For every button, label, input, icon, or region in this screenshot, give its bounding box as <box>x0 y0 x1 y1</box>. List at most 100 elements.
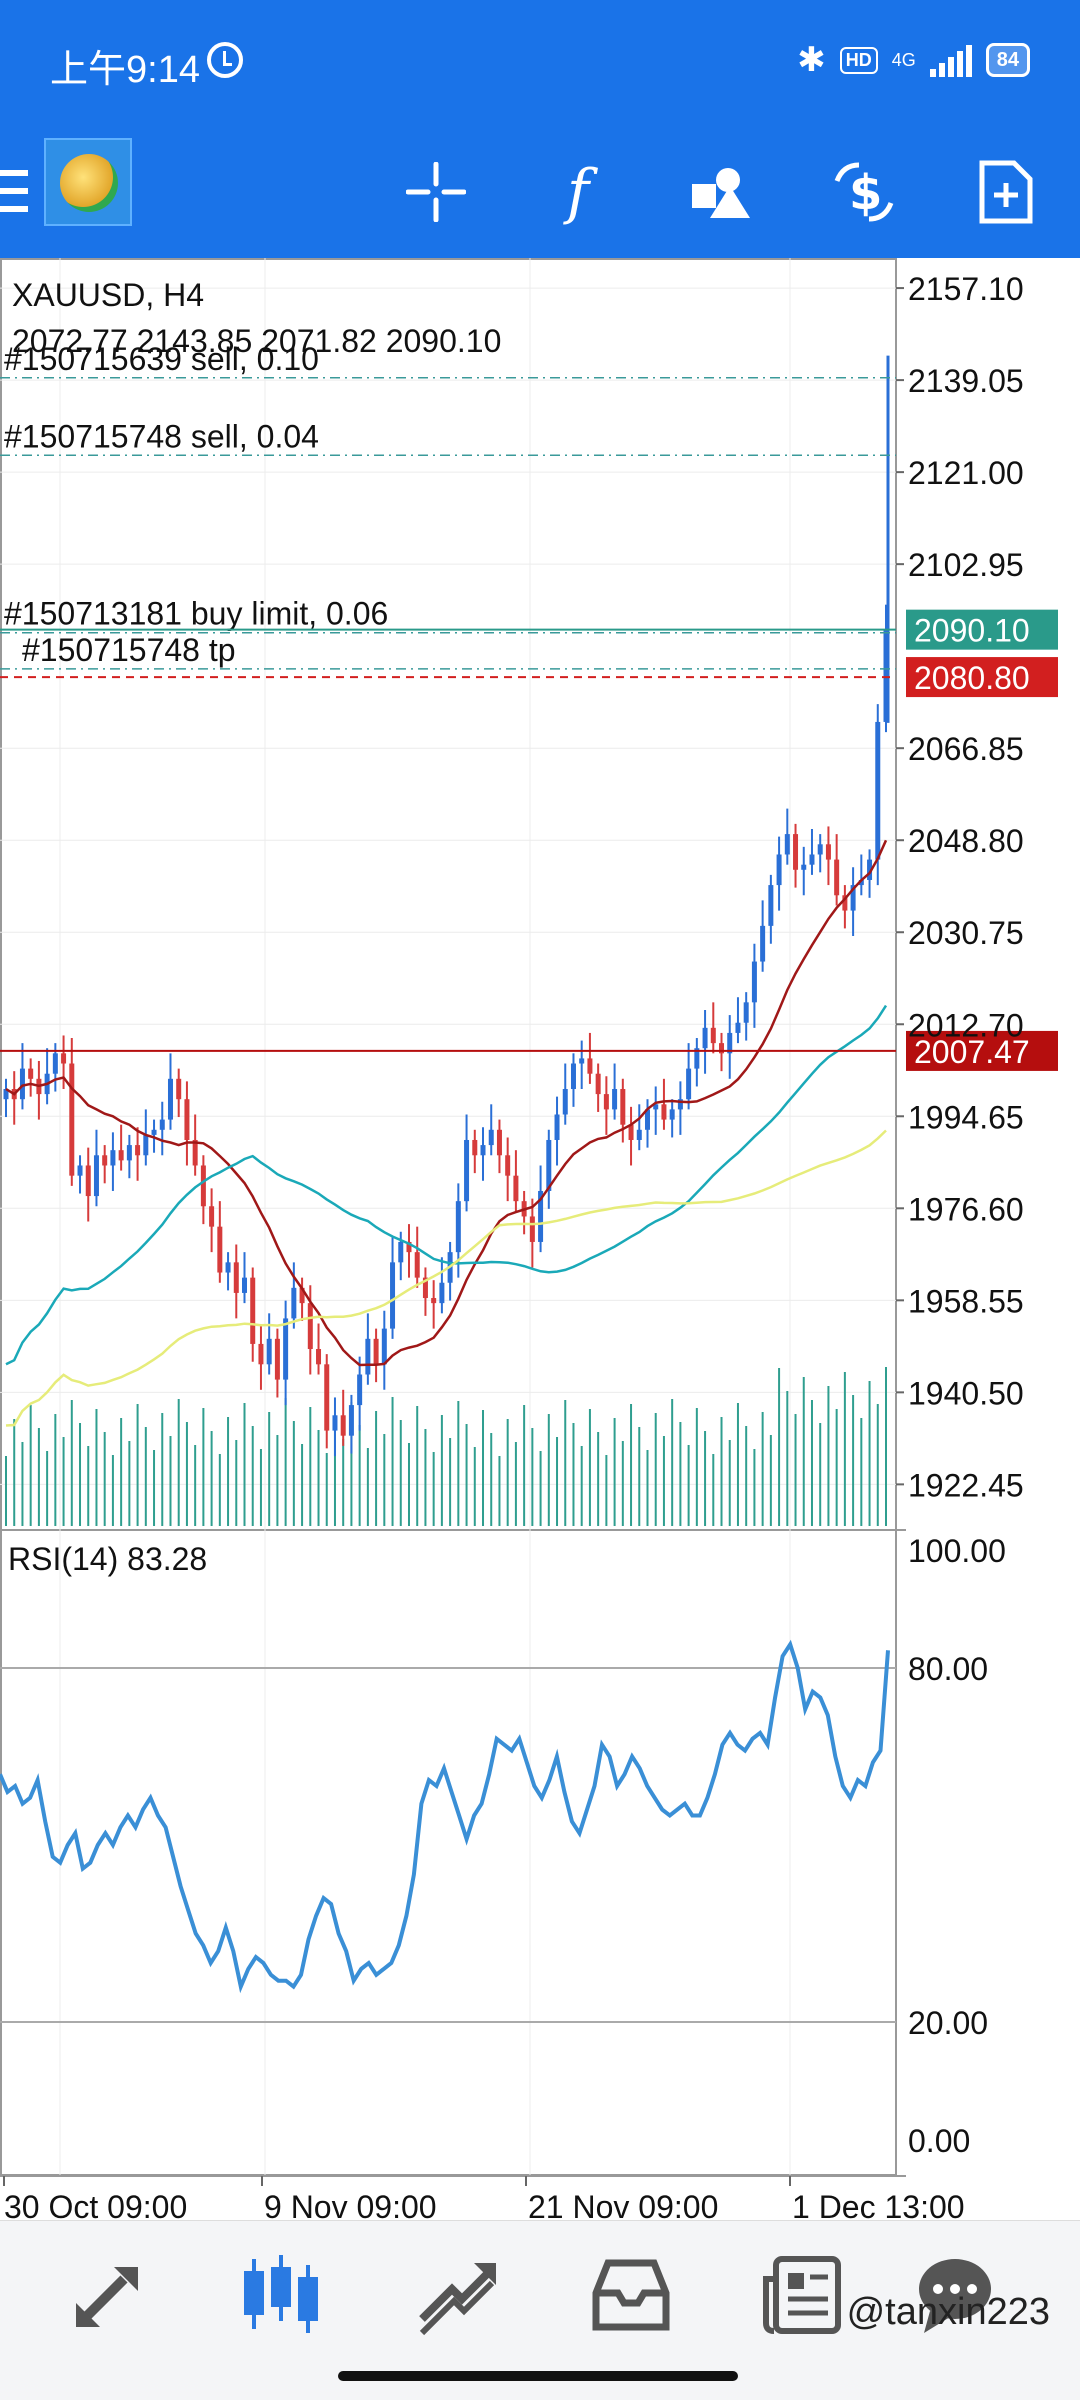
chart-grid <box>0 258 906 2176</box>
app-logo[interactable] <box>44 138 132 226</box>
new-order-icon[interactable] <box>966 152 1046 232</box>
candle-body <box>192 1139 198 1166</box>
bluetooth-icon: ✱ <box>797 41 826 79</box>
objects-icon[interactable] <box>680 152 760 232</box>
price-axis-label: 1922.45 <box>908 1467 1024 1503</box>
rsi-line <box>0 1639 890 1994</box>
order-label[interactable]: #150715748 tp <box>22 632 236 668</box>
candle-body <box>200 1165 206 1207</box>
ma-red-line <box>5 839 888 1367</box>
candle-body <box>77 1165 83 1176</box>
bottom-navigation: @tanxin223 <box>0 2220 1080 2400</box>
candle-body <box>694 1048 700 1069</box>
candle-body <box>464 1139 470 1202</box>
candle-body <box>603 1094 609 1110</box>
candle-body <box>225 1262 231 1273</box>
chart-toolbar: f $ <box>0 128 1080 258</box>
candle-body <box>348 1405 354 1436</box>
candle-body <box>406 1241 412 1253</box>
candle-body <box>357 1374 363 1406</box>
rsi-axis-label: 0.00 <box>908 2123 970 2159</box>
time-axis: 30 Oct 09:00 9 Nov 09:00 21 Nov 09:00 1 Dec… <box>0 2175 965 2220</box>
candle-body <box>760 925 766 962</box>
candle-body <box>883 630 889 722</box>
ohlc-label: 2072.77 2143.85 2071.82 2090.10 <box>12 323 501 359</box>
candle-body <box>850 885 856 911</box>
candle-body <box>143 1134 149 1156</box>
candle-body <box>126 1145 132 1161</box>
price-chart[interactable]: #150715639 sell, 0.10 #150715748 sell, 0.… <box>0 258 1080 2220</box>
candle-body <box>258 1343 264 1365</box>
rsi-label: RSI(14) 83.28 <box>8 1541 207 1577</box>
volume-bars <box>5 1367 887 1526</box>
price-axis-label: 2102.95 <box>908 547 1024 583</box>
candle-body <box>472 1139 478 1156</box>
candle-body <box>554 1114 560 1140</box>
candle-body <box>176 1078 182 1100</box>
candle-body <box>52 1053 58 1074</box>
candle-body <box>661 1104 667 1120</box>
symbol-label: XAUUSD, H4 <box>12 277 204 313</box>
candle-body <box>381 1328 387 1365</box>
candle-body <box>439 1282 445 1304</box>
svg-text:$: $ <box>849 165 882 221</box>
trade-nav-icon[interactable] <box>412 2249 502 2339</box>
rsi-axis-label: 20.00 <box>908 2005 988 2041</box>
messages-icon[interactable] <box>910 2249 1000 2339</box>
candle-body <box>283 1318 289 1380</box>
news-icon[interactable] <box>758 2249 848 2339</box>
candle-body <box>702 1027 708 1049</box>
crosshair-icon[interactable] <box>396 152 476 232</box>
moving-averages <box>5 839 888 1427</box>
candle-body <box>151 1129 157 1135</box>
indicators-icon[interactable]: f <box>538 152 618 232</box>
order-label[interactable]: #150713181 buy limit, 0.06 <box>4 596 388 632</box>
candle-body <box>628 1124 634 1140</box>
candle-body <box>842 895 848 911</box>
candle-body <box>513 1175 519 1202</box>
ma-teal-line <box>5 1004 888 1366</box>
menu-icon[interactable] <box>0 152 40 232</box>
candle-body <box>784 834 790 855</box>
candle-body <box>414 1252 420 1278</box>
order-label[interactable]: #150715639 sell, 0.10 <box>4 341 319 377</box>
candle-body <box>365 1338 371 1375</box>
chart-icon[interactable] <box>236 2249 326 2339</box>
price-levels: #150715639 sell, 0.10 #150715748 sell, 0.… <box>0 341 1058 1071</box>
ma-yellow-line <box>5 1129 887 1427</box>
status-time: 上午9:14 <box>50 49 200 91</box>
status-icons: ✱ HD 4G 84 <box>797 40 1030 80</box>
price-axis-label: 2030.75 <box>908 915 1024 951</box>
hd-badge: HD <box>839 46 878 74</box>
candle-body <box>291 1287 297 1319</box>
candle-body <box>102 1155 108 1166</box>
candle-body <box>612 1089 618 1110</box>
candle-body <box>135 1145 141 1156</box>
rsi-panel: 100.00 80.00 20.00 0.00 <box>0 1533 1006 2159</box>
candle-body <box>751 961 757 1003</box>
indicators-glyph: f <box>566 157 590 227</box>
watermark: @tanxin223 <box>846 2291 1050 2333</box>
candle-body <box>398 1241 404 1263</box>
time-axis-label: 1 Dec 13:00 <box>792 2189 965 2220</box>
candle-body <box>768 885 774 926</box>
price-axis-label: 2139.05 <box>908 363 1024 399</box>
order-label[interactable]: #150715748 sell, 0.04 <box>4 418 319 454</box>
candle-body <box>390 1262 396 1329</box>
chart-canvas[interactable]: #150715639 sell, 0.10 #150715748 sell, 0.… <box>0 258 1080 2220</box>
support-level-value: 2007.47 <box>914 1034 1030 1070</box>
candle-body <box>677 1099 683 1110</box>
candle-body <box>299 1287 305 1304</box>
trade-icon[interactable]: $ <box>824 152 904 232</box>
candle-body <box>307 1303 313 1350</box>
candle-body <box>431 1298 437 1304</box>
candle-body <box>644 1109 650 1130</box>
home-indicator[interactable] <box>338 2371 738 2381</box>
candle-body <box>209 1206 215 1227</box>
quotes-icon[interactable] <box>64 2249 154 2339</box>
history-icon[interactable] <box>586 2249 676 2339</box>
ask-price-tag <box>906 657 1058 698</box>
candlesticks <box>3 355 890 1457</box>
price-axis: 2157.10 2139.05 2121.00 2102.95 2066.85 2048.… <box>896 271 1024 1503</box>
candle-body <box>274 1338 280 1380</box>
